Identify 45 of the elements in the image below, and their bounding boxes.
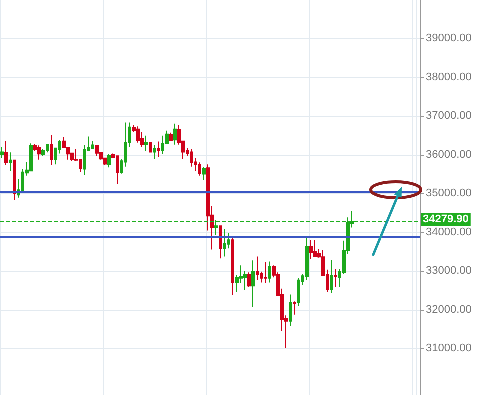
candlestick bbox=[144, 135, 148, 152]
candlestick bbox=[37, 145, 41, 160]
candlestick bbox=[149, 142, 152, 153]
y-tick-label: 39000.00 bbox=[426, 32, 472, 45]
y-tick-label: 34000.00 bbox=[426, 226, 472, 238]
candlestick bbox=[219, 226, 222, 260]
candlestick bbox=[313, 240, 317, 258]
candlestick bbox=[251, 260, 255, 308]
candlestick bbox=[107, 154, 111, 168]
candlestick bbox=[50, 135, 53, 166]
y-tick-label: 38000.00 bbox=[426, 71, 472, 84]
candlestick bbox=[268, 261, 271, 284]
candlestick bbox=[9, 152, 12, 172]
y-tick-label: 32000.00 bbox=[426, 304, 472, 316]
candlestick bbox=[153, 144, 156, 160]
candlestick bbox=[297, 278, 300, 307]
candlestick bbox=[293, 301, 296, 316]
candlestick bbox=[334, 268, 337, 288]
candlestick bbox=[289, 294, 292, 327]
candlestick bbox=[247, 272, 251, 288]
candlestick bbox=[309, 240, 313, 260]
candlestick bbox=[256, 256, 259, 280]
ref-line-label: 34279.90 bbox=[423, 214, 469, 226]
y-tick-label: 35000.00 bbox=[426, 188, 472, 200]
candlestick bbox=[13, 160, 16, 201]
candlestick bbox=[29, 143, 33, 172]
candlestick bbox=[223, 228, 226, 258]
candlestick bbox=[169, 132, 173, 142]
y-tick-label: 37000.00 bbox=[426, 110, 472, 122]
candlestick bbox=[91, 140, 94, 150]
candlestick bbox=[95, 145, 99, 157]
candlestick bbox=[0, 146, 4, 159]
candlestick bbox=[190, 148, 193, 168]
candlestick bbox=[198, 162, 201, 176]
candlestick bbox=[202, 166, 206, 181]
candlestick bbox=[136, 126, 140, 144]
candlestick bbox=[231, 236, 234, 296]
candlestick bbox=[4, 140, 8, 166]
candlestick bbox=[157, 141, 160, 158]
candlestick bbox=[173, 123, 177, 146]
y-tick-label: 31000.00 bbox=[426, 342, 472, 355]
y-tick-label: 33000.00 bbox=[426, 265, 472, 278]
candlestick bbox=[264, 262, 267, 284]
y-tick-label: 36000.00 bbox=[426, 148, 472, 161]
candlestick bbox=[330, 260, 333, 294]
